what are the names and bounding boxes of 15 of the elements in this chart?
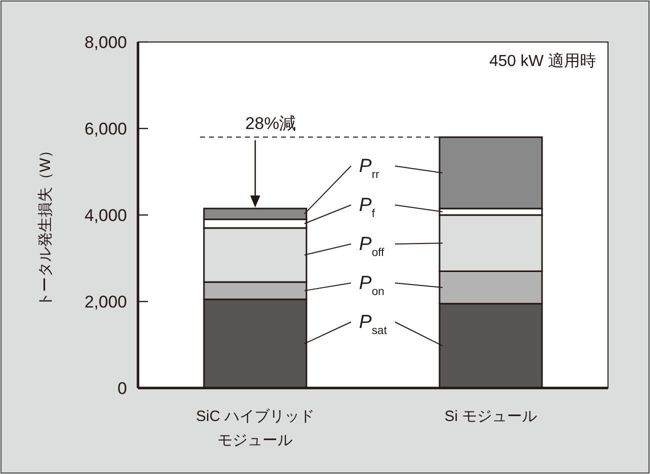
x-tick-label: Si モジュール (444, 408, 538, 425)
legend-label: P$_{sat}$ (359, 312, 388, 337)
y-tick-label: 6,000 (84, 119, 127, 138)
y-tick-label: 0 (118, 378, 127, 398)
ref-line-label: 28%減 (245, 114, 296, 134)
legend-label: P$_{on}$ (359, 273, 384, 298)
annotation: 450 kW 適用時 (489, 52, 596, 70)
y-axis-title: トータル発生損失（W） (37, 142, 54, 308)
y-tick-label: 8,000 (84, 32, 127, 52)
legend-label: P$_{f}$ (359, 195, 376, 220)
legend-label: P$_{off}$ (359, 234, 385, 259)
y-tick-label: 4,000 (84, 206, 127, 225)
x-tick-label: SiC ハイブリッドモジュール (196, 408, 314, 449)
y-tick-label: 2,000 (84, 292, 127, 312)
legend-label: P$_{rr}$ (359, 156, 380, 181)
